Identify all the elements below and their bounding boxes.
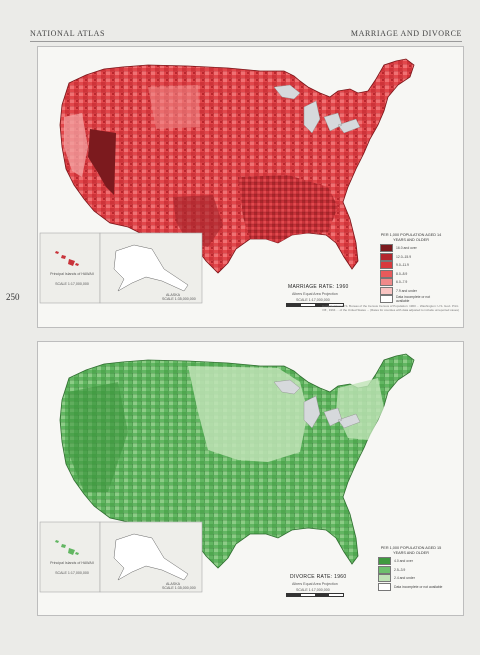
legend-swatch	[380, 244, 393, 253]
divorce-legend: PER 1,000 POPULATION AGED 15 YEARS AND O…	[378, 546, 444, 591]
marriage-projection: Albers Equal Area Projection	[292, 292, 338, 296]
marriage-southeast-dark	[238, 175, 338, 243]
marriage-hawaii-label: Principal Islands of HAWAII	[50, 272, 94, 276]
legend-label: 2.4 and under	[394, 576, 415, 581]
marriage-hawaii-scale: SCALE 1:17,000,000	[55, 282, 89, 286]
marriage-alaska-scale: SCALE 1:35,000,000	[162, 297, 196, 301]
legend-label: 16.0 and over	[396, 246, 417, 251]
marriage-hawaii-inset	[39, 232, 101, 304]
legend-item: 16.0 and over	[380, 244, 442, 253]
legend-item: 2.5–3.9	[378, 565, 444, 575]
legend-item: 7.9 and under	[380, 286, 442, 296]
marriage-alaska-label: ALASKA	[166, 293, 180, 297]
section-title: MARRIAGE AND DIVORCE	[350, 29, 462, 38]
legend-swatch	[380, 261, 393, 270]
divorce-legend-title: PER 1,000 POPULATION AGED 15 YEARS AND O…	[380, 546, 442, 555]
legend-swatch	[380, 295, 393, 304]
legend-item: Data incomplete or not available	[378, 582, 444, 592]
divorce-scale-bar	[286, 593, 344, 597]
marriage-west-light	[64, 113, 88, 177]
marriage-plains-light	[148, 85, 200, 129]
legend-swatch	[380, 252, 393, 261]
legend-item: 4.0 and over	[378, 557, 444, 566]
legend-label: Data incomplete or not available	[396, 295, 431, 304]
legend-label: Data incomplete or not available	[394, 584, 443, 589]
marriage-great-lakes	[273, 84, 361, 134]
legend-item: 9.0–11.9	[380, 261, 442, 270]
divorce-alaska-scale: SCALE 1:35,000,000	[162, 586, 196, 590]
divorce-hawaii-label: Principal Islands of HAWAII	[50, 561, 94, 565]
legend-label: 2.5–3.9	[394, 567, 406, 572]
divorce-great-lakes	[273, 379, 361, 429]
divorce-hawaii-inset	[39, 521, 101, 593]
divorce-map-svg	[39, 353, 415, 593]
marriage-map-svg	[39, 58, 415, 304]
divorce-legend-rows: 4.0 and over 2.5–3.9 2.4 and under Data inc…	[378, 557, 444, 591]
legend-label: 9.0–11.9	[396, 263, 409, 268]
legend-swatch	[380, 269, 393, 278]
legend-swatch	[378, 582, 391, 591]
divorce-west-dark	[68, 382, 128, 492]
divorce-projection: Albers Equal Area Projection	[292, 582, 338, 586]
legend-item: 12.0–15.9	[380, 252, 442, 262]
legend-label: 8.0–8.9	[396, 271, 408, 276]
divorce-scale: SCALE 1:17,000,000	[296, 588, 330, 592]
divorce-map-panel: Principal Islands of HAWAII SCALE 1:17,0…	[37, 341, 464, 616]
legend-label: 6.0–7.9	[396, 280, 408, 285]
marriage-legend: PER 1,000 POPULATION AGED 14 YEARS AND O…	[380, 233, 442, 304]
legend-swatch	[378, 557, 391, 566]
divorce-alaska-label: ALASKA	[166, 582, 180, 586]
legend-swatch	[378, 574, 391, 583]
marriage-scale-bar	[286, 303, 344, 307]
divorce-map-title: DIVORCE RATE: 1960	[290, 574, 347, 580]
divorce-midwest-light	[188, 366, 308, 462]
legend-item: Data incomplete or not available	[380, 295, 442, 304]
atlas-title: NATIONAL ATLAS	[30, 29, 105, 38]
divorce-hawaii-scale: SCALE 1:17,000,000	[55, 571, 89, 575]
marriage-map-title: MARRIAGE RATE: 1960	[288, 284, 349, 290]
legend-swatch	[378, 565, 391, 574]
legend-item: 8.0–8.9	[380, 269, 442, 279]
marriage-credit: Compiled from U.S. Bureau of the Census …	[322, 304, 459, 312]
header-rule	[30, 41, 462, 42]
legend-label: 12.0–15.9	[396, 254, 412, 259]
marriage-legend-rows: 16.0 and over 12.0–15.9 9.0–11.9 8.0–8.9 6.0…	[380, 244, 442, 304]
legend-label: 7.9 and under	[396, 288, 417, 293]
legend-swatch	[380, 286, 393, 295]
marriage-legend-title: PER 1,000 POPULATION AGED 14 YEARS AND O…	[380, 233, 442, 242]
legend-item: 2.4 and under	[378, 574, 444, 583]
marriage-alaska-inset	[99, 232, 203, 304]
marriage-scale: SCALE 1:17,000,000	[296, 298, 330, 302]
page-number: 250	[6, 292, 20, 302]
divorce-alaska-inset	[99, 521, 203, 593]
legend-item: 6.0–7.9	[380, 278, 442, 287]
legend-label: 4.0 and over	[394, 559, 413, 564]
legend-swatch	[380, 278, 393, 287]
marriage-nevada-high	[88, 129, 116, 195]
marriage-map-panel: Principal Islands of HAWAII SCALE 1:17,0…	[37, 46, 464, 328]
